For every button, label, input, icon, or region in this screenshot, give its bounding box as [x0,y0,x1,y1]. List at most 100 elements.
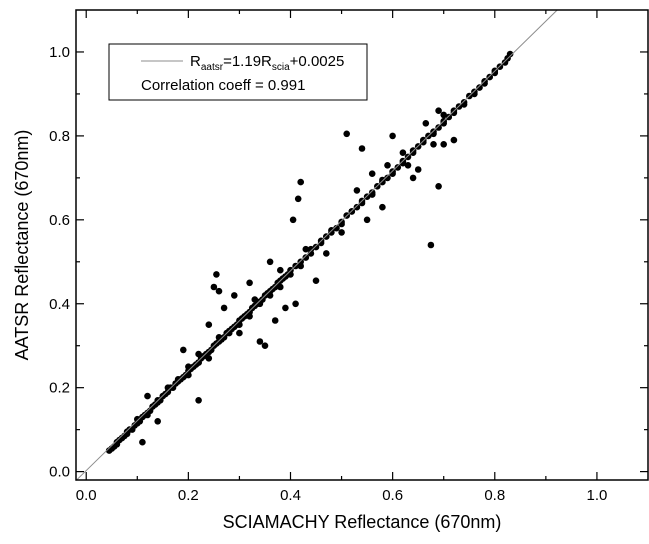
x-tick-label-5: 1.0 [586,487,607,504]
data-point-174 [277,266,284,274]
data-point-140 [358,199,366,207]
x-tick-label-1: 0.2 [178,487,199,504]
data-point-171 [261,342,269,350]
data-point-115 [506,50,514,58]
data-point-173 [271,317,279,324]
legend-correlation: Correlation coeff = 0.991 [141,77,305,94]
data-point-135 [307,245,315,253]
data-point-119 [144,411,151,419]
data-point-132 [277,283,284,291]
data-point-86 [363,193,371,200]
data-point-194 [409,174,417,182]
data-point-170 [256,338,264,345]
data-point-191 [389,132,396,140]
data-point-126 [215,334,223,341]
data-point-84 [353,203,361,211]
y-tick-label-4: 0.8 [49,128,70,145]
legend-fit-r: R [190,53,201,70]
data-point-203 [450,136,458,144]
data-point-152 [481,80,488,87]
data-point-163 [213,271,220,278]
data-point-190 [384,162,391,169]
data-point-124 [195,359,202,366]
y-tick-label-2: 0.4 [49,296,70,313]
data-point-74 [302,254,310,261]
y-tick-label-1: 0.2 [49,380,70,397]
data-point-94 [404,153,412,161]
data-point-201 [440,141,448,148]
data-point-198 [430,141,437,148]
data-point-116 [113,441,121,448]
data-point-100 [435,124,442,131]
y-axis-label: AATSR Reflectance (670nm) [12,130,32,361]
data-point-146 [420,136,427,144]
data-point-166 [231,292,238,299]
data-point-123 [185,371,192,379]
data-point-127 [225,329,233,337]
data-point-167 [236,329,243,337]
data-point-185 [353,187,361,194]
plot-frame [75,9,649,481]
data-point-156 [154,418,161,425]
data-point-144 [399,159,407,167]
data-point-122 [174,376,182,383]
y-tick-label-0: 0.0 [49,464,70,481]
data-point-102 [445,113,453,121]
data-point-192 [399,149,407,156]
x-tick-label-3: 0.6 [382,487,403,504]
data-point-150 [460,101,468,108]
data-point-129 [246,313,253,320]
legend-fit-equation: Raatsr=1.19Rscia+0.0025 [190,53,344,73]
data-point-177 [292,300,299,308]
data-point-133 [287,271,294,278]
data-point-175 [282,304,289,312]
data-point-186 [358,145,366,152]
data-point-188 [368,170,376,177]
data-point-202 [440,111,448,119]
data-point-155 [144,392,151,400]
data-point-162 [210,283,218,291]
data-point-196 [422,120,430,127]
data-point-183 [338,229,345,236]
data-point-176 [289,216,297,224]
data-point-80 [333,224,340,232]
data-point-161 [205,321,213,329]
data-point-76 [312,243,320,251]
y-tick-label-3: 0.6 [49,212,70,229]
data-point-118 [134,415,141,423]
data-point-138 [338,220,345,228]
data-point-131 [266,292,274,299]
axis-ticks [76,10,648,480]
x-tick-label-0: 0.0 [76,487,97,504]
legend-fit-sub-aatsr: aatsr [201,62,224,73]
data-point-180 [302,245,310,253]
legend: Raatsr=1.19Rscia+0.0025 Correlation coef… [108,43,368,101]
data-point-134 [297,262,305,270]
data-point-165 [220,304,228,312]
x-tick-label-4: 0.8 [484,487,505,504]
data-point-178 [294,195,302,203]
data-point-157 [180,346,187,354]
data-point-184 [343,130,351,138]
data-point-125 [205,355,213,362]
legend-fit-end: +0.0025 [290,53,345,70]
data-point-117 [123,428,131,436]
fit-line [75,9,558,481]
x-axis-label: SCIAMACHY Reflectance (670nm) [223,512,502,532]
data-point-181 [312,277,320,285]
data-point-148 [440,120,448,127]
data-point-168 [246,279,253,287]
legend-fit-mid: =1.19R [223,53,272,70]
y-tick-label-5: 1.0 [49,44,70,61]
data-point-179 [297,178,305,186]
data-point-193 [404,162,412,169]
legend-box [108,43,368,101]
data-point-141 [368,191,376,198]
axis-tick-labels: 0.0 0.2 0.4 0.6 0.8 1.0 0.0 0.2 0.4 0.6 0.8 1.0 [49,44,607,504]
data-point-189 [379,203,386,211]
data-point-164 [215,287,223,295]
data-point-136 [317,239,325,247]
data-point-108 [476,84,483,91]
data-point-172 [266,258,274,266]
data-point-169 [251,296,259,303]
